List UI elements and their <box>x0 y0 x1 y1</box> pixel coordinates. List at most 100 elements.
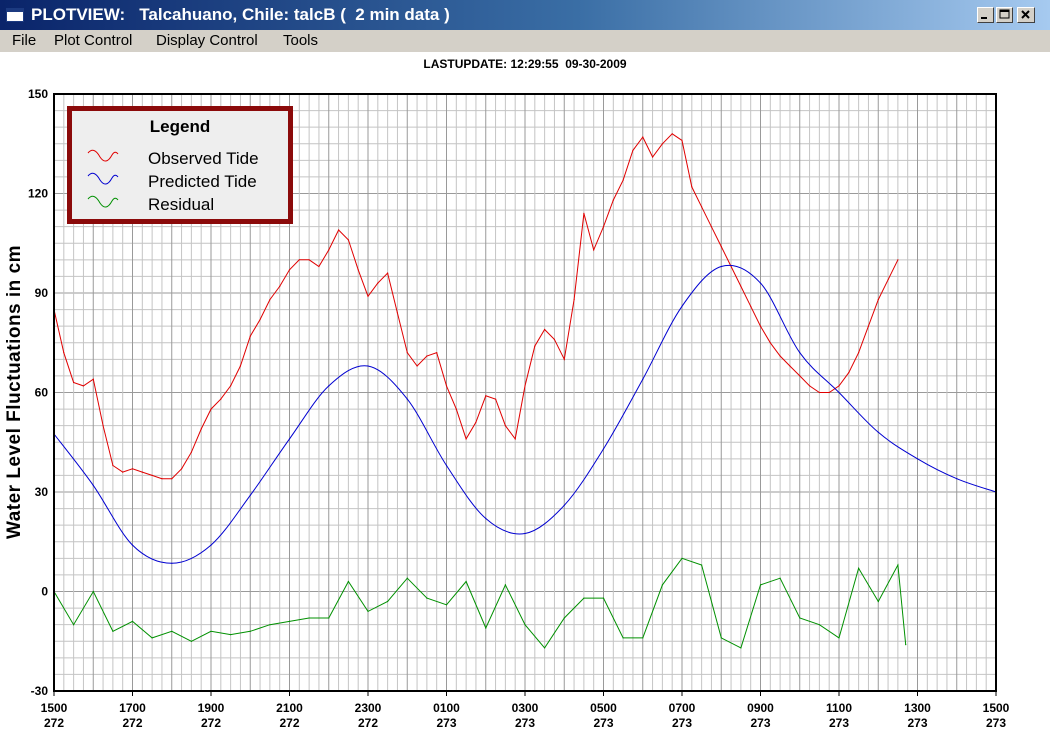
minimize-icon <box>981 17 987 19</box>
data-point-residual <box>524 624 526 626</box>
data-point-residual <box>642 637 644 639</box>
data-point-observed <box>387 272 389 274</box>
menu-display-control[interactable]: Display Control <box>156 32 258 49</box>
data-point-observed <box>200 428 202 430</box>
data-point-observed <box>642 136 644 138</box>
data-point-observed <box>818 391 821 394</box>
minimize-button[interactable] <box>977 7 994 23</box>
x-tick-label-time: 0500 <box>590 701 617 715</box>
menu-tools[interactable]: Tools <box>283 32 319 49</box>
x-tick-label-time: 2100 <box>276 701 303 715</box>
close-button[interactable] <box>1017 7 1035 23</box>
x-tick-label-day: 272 <box>44 716 64 730</box>
data-point-predicted <box>602 448 605 450</box>
y-axis-ticks: 150 120 90 60 30 0 -30 <box>28 87 48 698</box>
data-point-predicted <box>916 458 919 460</box>
data-point-residual <box>230 634 232 636</box>
last-update-label: LASTUPDATE: 12:29:55 09-30-2009 <box>423 57 627 71</box>
data-point-predicted <box>406 398 408 400</box>
data-point-observed <box>495 398 497 400</box>
data-point-observed <box>171 478 173 480</box>
data-point-residual <box>858 567 860 569</box>
chart-series <box>53 133 997 649</box>
x-tick-label-day: 272 <box>358 716 378 730</box>
data-point-observed <box>602 226 605 228</box>
data-point-residual <box>701 564 703 566</box>
data-point-observed <box>858 352 860 354</box>
data-point-observed <box>612 199 614 201</box>
data-point-predicted <box>759 282 762 284</box>
data-point-residual <box>583 597 585 599</box>
data-point-residual <box>897 564 899 566</box>
x-tick-label-time: 0100 <box>433 701 460 715</box>
data-point-observed <box>318 265 320 268</box>
data-point-observed <box>338 229 340 231</box>
data-point-observed <box>426 355 428 357</box>
x-tick-label-time: 1500 <box>41 701 68 715</box>
x-tick-label-time: 1900 <box>198 701 225 715</box>
predicted-tide-legend-icon <box>87 172 119 185</box>
x-axis-ticks: 1500272170027219002722100272230027201002… <box>41 691 1010 730</box>
data-point-predicted <box>328 385 330 387</box>
data-point-observed <box>190 451 192 453</box>
data-point-observed <box>269 299 271 301</box>
x-tick-label-day: 272 <box>122 716 142 730</box>
data-point-predicted <box>720 265 722 268</box>
residual-legend-icon <box>87 195 119 208</box>
legend-title: Legend <box>149 117 211 136</box>
data-point-residual <box>877 600 879 603</box>
data-point-observed <box>769 342 771 344</box>
data-point-observed <box>249 335 251 337</box>
data-point-observed <box>750 305 752 307</box>
data-point-observed <box>504 425 506 427</box>
data-point-observed <box>848 372 850 374</box>
maximize-button[interactable] <box>996 7 1013 23</box>
data-point-predicted <box>563 504 565 506</box>
data-point-observed <box>357 269 359 271</box>
data-point-observed <box>298 259 300 261</box>
x-tick-label-time: 1100 <box>826 701 852 715</box>
data-point-observed <box>455 408 457 410</box>
data-point-observed <box>887 279 889 281</box>
x-tick-label-day: 273 <box>907 716 927 730</box>
data-point-observed <box>82 385 84 387</box>
data-point-residual <box>210 630 212 632</box>
data-point-observed <box>730 265 732 268</box>
x-tick-label-day: 273 <box>829 716 849 730</box>
data-point-observed <box>122 471 124 473</box>
data-point-observed <box>573 299 575 301</box>
data-point-predicted <box>877 431 879 433</box>
data-point-observed <box>102 425 104 427</box>
data-point-residual <box>347 580 349 583</box>
x-tick-label-time: 2300 <box>355 701 382 715</box>
data-point-predicted <box>92 484 94 486</box>
data-point-residual <box>445 604 448 606</box>
title-bar[interactable]: PLOTVIEW: Talcahuano, Chile: talcB ( 2 m… <box>0 0 1050 30</box>
app-icon[interactable] <box>6 8 24 22</box>
x-tick-label-day: 273 <box>750 716 770 730</box>
data-point-residual <box>387 600 389 603</box>
data-point-predicted <box>524 532 526 535</box>
close-icon <box>1021 10 1030 19</box>
data-point-predicted <box>210 544 212 546</box>
data-point-observed <box>445 385 448 387</box>
data-point-observed <box>465 438 467 440</box>
legend: Legend Observed Tide Predicted Tide Resi… <box>67 106 293 224</box>
data-point-residual <box>602 597 605 599</box>
data-point-observed <box>563 358 565 360</box>
data-point-residual <box>720 637 722 639</box>
data-point-residual <box>661 584 664 586</box>
data-point-observed <box>328 249 330 251</box>
window-title: PLOTVIEW: Talcahuano, Chile: talcB ( 2 m… <box>31 5 450 24</box>
menu-file[interactable]: File <box>12 32 37 49</box>
menu-plot-control[interactable]: Plot Control <box>54 32 133 49</box>
data-point-residual <box>151 637 153 639</box>
data-point-predicted <box>367 365 369 367</box>
data-point-residual <box>426 597 428 599</box>
data-point-observed <box>524 385 526 387</box>
data-point-predicted <box>445 464 448 467</box>
data-point-residual <box>779 577 781 579</box>
data-point-observed <box>544 328 546 331</box>
data-point-observed <box>514 438 516 440</box>
